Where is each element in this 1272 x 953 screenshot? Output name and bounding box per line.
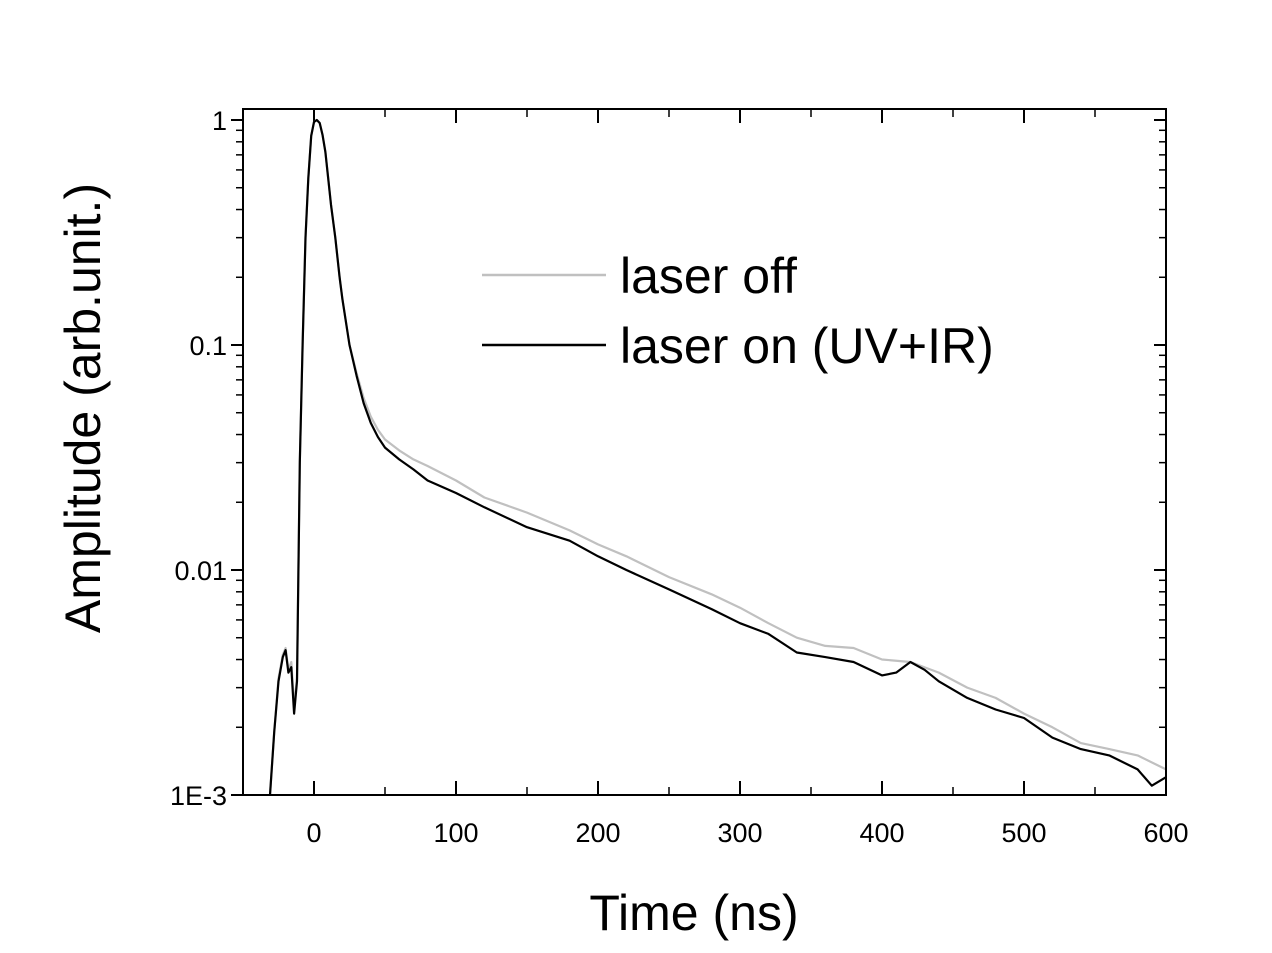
- series-line-laser-on: [268, 118, 1167, 796]
- x-tick-label: 300: [717, 818, 762, 848]
- y-tick-label: 0.1: [189, 331, 227, 361]
- series-layer: [268, 118, 1167, 796]
- axis-tick-labels: 0 100 200 300 400 500 600 1E-3 0.01 0.1 1: [170, 106, 1189, 848]
- y-tick-label: 1E-3: [170, 781, 227, 811]
- axis-ticks: [231, 109, 1167, 796]
- x-tick-label: 600: [1143, 818, 1188, 848]
- x-tick-label: 400: [859, 818, 904, 848]
- legend: laser off laser on (UV+IR): [482, 248, 994, 374]
- x-tick-label: 500: [1001, 818, 1046, 848]
- series-line-laser-off: [268, 118, 1167, 796]
- x-tick-label: 100: [433, 818, 478, 848]
- y-axis-title: Amplitude (arb.unit.): [55, 183, 111, 633]
- y-tick-label: 1: [212, 106, 227, 136]
- plot-frame: [242, 108, 1167, 796]
- legend-label: laser on (UV+IR): [620, 318, 994, 374]
- x-tick-label: 200: [575, 818, 620, 848]
- x-tick-label: 0: [306, 818, 321, 848]
- x-axis-title: Time (ns): [589, 885, 798, 941]
- legend-label: laser off: [620, 248, 797, 304]
- y-tick-label: 0.01: [174, 556, 227, 586]
